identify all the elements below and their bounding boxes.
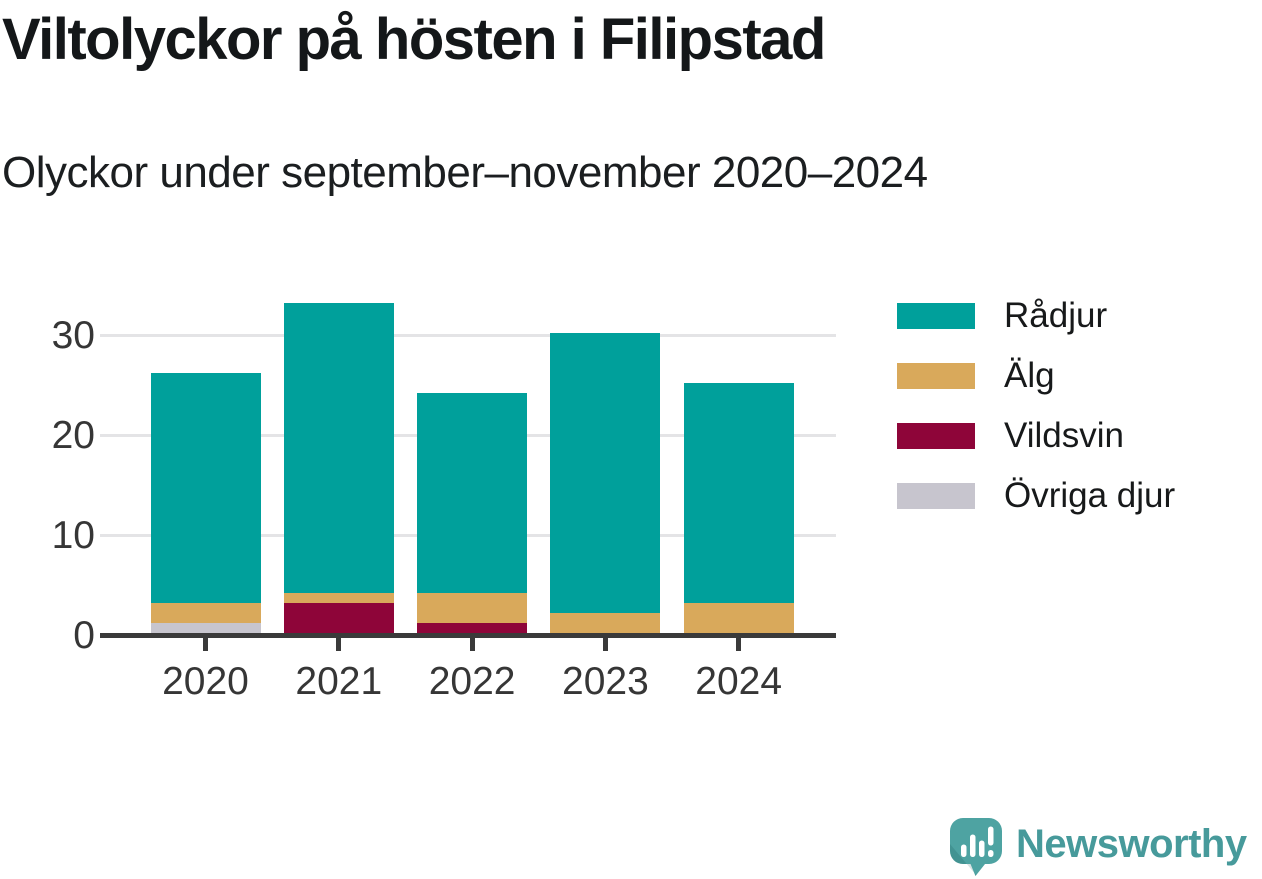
legend-swatch-Vildsvin — [897, 423, 975, 449]
bar-segment-2020-Älg — [150, 603, 261, 623]
gridline-30 — [100, 334, 836, 337]
newsworthy-logo: Newsworthy — [950, 818, 1247, 876]
newsworthy-bubble-chart-icon — [950, 818, 1002, 876]
legend-swatch-Övriga djur — [897, 483, 975, 509]
x-tick-label-2023: 2023 — [562, 660, 649, 703]
chart-subtitle: Olyckor under september–november 2020–20… — [2, 148, 928, 197]
y-tick-label-20: 20 — [51, 413, 95, 457]
bar-segment-2023-Rådjur — [550, 333, 661, 613]
bar-2021 — [283, 303, 394, 633]
legend-label-Vildsvin: Vildsvin — [1004, 416, 1124, 455]
bar-segment-2020-Övriga djur — [150, 623, 261, 633]
legend-item-Älg: Älg — [897, 356, 1175, 395]
bar-segment-2022-Vildsvin — [417, 623, 528, 633]
bar-segment-2024-Älg — [683, 603, 794, 633]
bar-segment-2021-Älg — [283, 593, 394, 603]
bar-segment-2021-Vildsvin — [283, 603, 394, 633]
x-tick-label-2022: 2022 — [428, 660, 516, 703]
x-axis-line — [100, 633, 836, 638]
x-tick-mark-2021 — [336, 638, 342, 651]
y-tick-label-10: 10 — [51, 513, 95, 557]
bar-segment-2020-Rådjur — [150, 373, 261, 603]
legend-label-Rådjur: Rådjur — [1004, 296, 1108, 335]
newsworthy-logo-text: Newsworthy — [1016, 822, 1247, 866]
legend-swatch-Älg — [897, 363, 975, 389]
x-tick-label-2021: 2021 — [295, 660, 383, 703]
x-tick-mark-2024 — [736, 638, 742, 651]
bar-segment-2022-Rådjur — [417, 393, 528, 593]
legend-label-Älg: Älg — [1004, 356, 1055, 395]
x-tick-mark-2020 — [203, 638, 208, 651]
x-tick-mark-2022 — [469, 638, 475, 651]
chart-title: Viltolyckor på hösten i Filipstad — [2, 7, 826, 72]
y-tick-label-0: 0 — [73, 613, 95, 657]
bar-2024 — [683, 383, 794, 633]
legend: Rådjur Älg Vildsvin Övriga djur — [897, 296, 1175, 543]
x-tick-label-2020: 2020 — [162, 660, 249, 703]
bar-2020 — [150, 373, 261, 633]
legend-swatch-Rådjur — [897, 303, 975, 329]
legend-item-Övriga djur: Övriga djur — [897, 476, 1175, 515]
bar-2023 — [550, 333, 661, 633]
y-tick-label-30: 30 — [51, 313, 95, 357]
x-tick-label-2024: 2024 — [695, 660, 783, 703]
legend-item-Rådjur: Rådjur — [897, 296, 1175, 335]
bar-segment-2023-Älg — [550, 613, 661, 633]
legend-label-Övriga djur: Övriga djur — [1004, 476, 1176, 515]
x-tick-mark-2023 — [602, 638, 608, 651]
bar-segment-2021-Rådjur — [283, 303, 394, 593]
bar-segment-2024-Rådjur — [683, 383, 794, 603]
bar-segment-2022-Älg — [417, 593, 528, 623]
legend-item-Vildsvin: Vildsvin — [897, 416, 1175, 455]
bar-2022 — [417, 393, 528, 633]
